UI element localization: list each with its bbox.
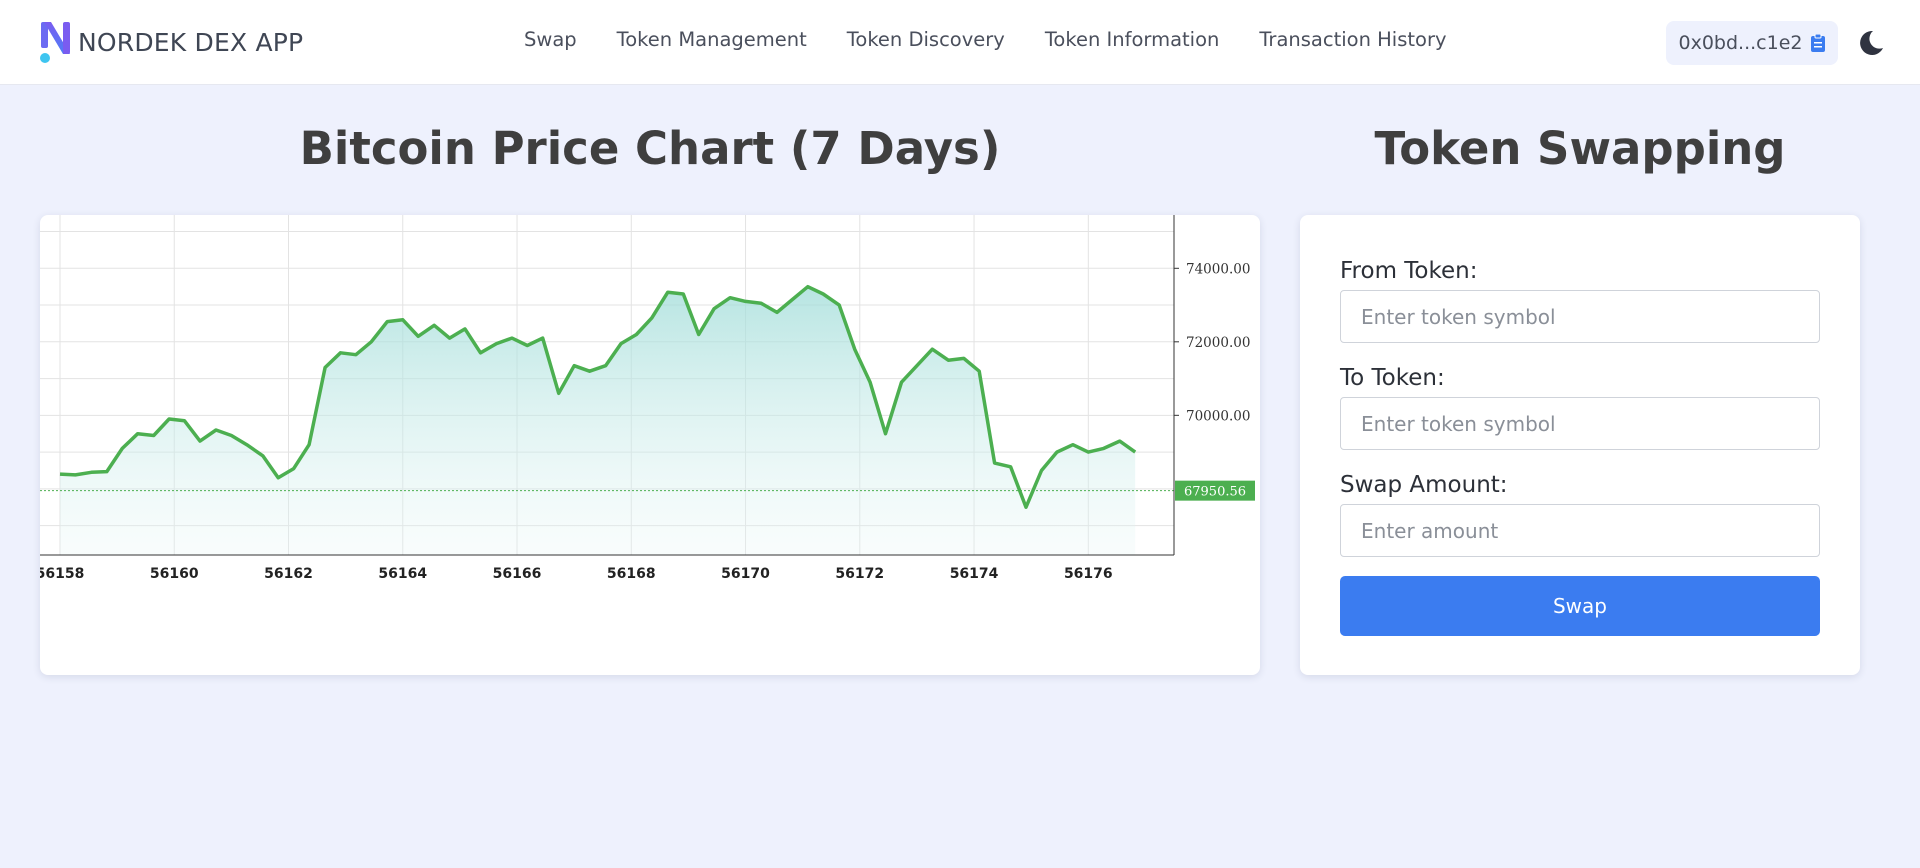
nav-token-discovery[interactable]: Token Discovery xyxy=(846,28,1005,51)
x-tick-label: 56160 xyxy=(150,566,199,582)
nav-token-information[interactable]: Token Information xyxy=(1044,28,1220,51)
y-tick-label: 72000.00 xyxy=(1186,335,1250,351)
x-tick-label: 56162 xyxy=(264,566,313,582)
last-price-label: 67950.56 xyxy=(1184,485,1246,500)
swap-card: From Token: To Token: Swap Amount: Swap xyxy=(1300,215,1860,675)
x-tick-label: 56168 xyxy=(607,566,656,582)
nordek-logo-icon xyxy=(40,22,70,63)
from-token-input[interactable] xyxy=(1340,290,1820,343)
swap-amount-input[interactable] xyxy=(1340,504,1820,557)
x-tick-label: 56176 xyxy=(1064,566,1113,582)
price-line xyxy=(59,284,1137,509)
x-tick-label: 56158 xyxy=(40,566,84,582)
price-area xyxy=(60,286,1136,555)
x-tick-label: 56172 xyxy=(835,566,884,582)
wallet-address-button[interactable]: 0x0bd...c1e2 xyxy=(1666,21,1838,65)
y-tick-label: 70000.00 xyxy=(1186,408,1250,424)
main-nav: Swap Token Management Token Discovery To… xyxy=(524,28,1487,51)
y-tick-label: 74000.00 xyxy=(1186,261,1250,277)
swap-heading: Token Swapping xyxy=(1374,122,1786,175)
nav-swap[interactable]: Swap xyxy=(524,28,577,51)
x-tick-label: 56170 xyxy=(721,566,770,582)
swap-button[interactable]: Swap xyxy=(1340,576,1820,636)
brand-name: NORDEK DEX APP xyxy=(78,27,304,57)
nav-token-management[interactable]: Token Management xyxy=(616,28,807,51)
wallet-address: 0x0bd...c1e2 xyxy=(1678,32,1803,54)
moon-icon[interactable] xyxy=(1856,28,1886,58)
to-token-label: To Token: xyxy=(1340,365,1445,391)
nav-transaction-history[interactable]: Transaction History xyxy=(1259,28,1447,51)
chart-heading: Bitcoin Price Chart (7 Days) xyxy=(299,122,1001,175)
from-token-label: From Token: xyxy=(1340,258,1478,284)
clipboard-icon[interactable] xyxy=(1811,34,1826,52)
last-price-badge: 67950.56 xyxy=(1175,480,1255,501)
x-tick-label: 56174 xyxy=(950,566,999,582)
brand[interactable]: NORDEK DEX APP xyxy=(40,20,303,64)
x-tick-label: 56164 xyxy=(378,566,427,582)
price-chart[interactable]: 56158 56160 56162 56164 56166 56168 56170 56172… xyxy=(40,215,1260,675)
swap-amount-label: Swap Amount: xyxy=(1340,472,1508,498)
to-token-input[interactable] xyxy=(1340,397,1820,450)
price-chart-card: 56158 56160 56162 56164 56166 56168 56170 56172… xyxy=(40,215,1260,675)
top-navbar: NORDEK DEX APP Swap Token Management Tok… xyxy=(0,0,1920,85)
x-tick-label: 56166 xyxy=(493,566,542,582)
